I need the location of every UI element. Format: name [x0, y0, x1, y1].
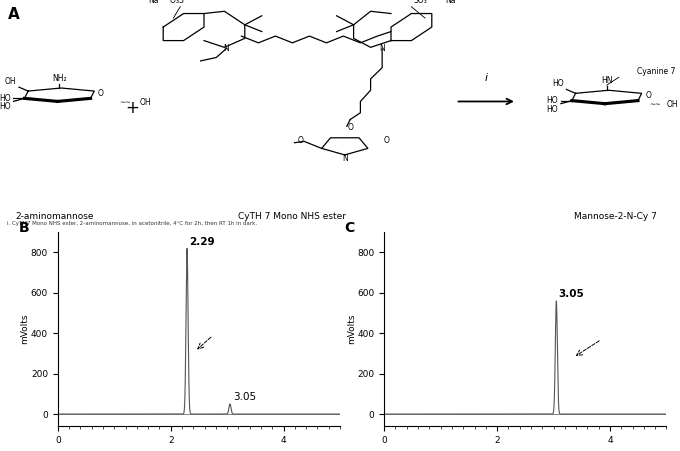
Text: Cyanine 7: Cyanine 7	[637, 67, 675, 76]
Text: N: N	[379, 44, 385, 53]
Text: SO₃⁻: SO₃⁻	[413, 0, 431, 5]
Text: C: C	[345, 221, 355, 235]
Text: A: A	[8, 7, 20, 22]
Text: HO: HO	[546, 105, 558, 114]
Text: HO: HO	[0, 94, 10, 103]
Text: O: O	[98, 89, 104, 98]
Text: OH: OH	[5, 77, 16, 86]
Text: ∼∼: ∼∼	[119, 99, 131, 105]
Text: O: O	[298, 136, 303, 145]
Text: 3.05: 3.05	[233, 392, 256, 402]
Text: ⁻O₃S: ⁻O₃S	[167, 0, 184, 5]
Text: O: O	[384, 136, 390, 145]
Text: HO: HO	[552, 79, 564, 88]
Y-axis label: mVolts: mVolts	[347, 314, 356, 345]
Text: 2.29: 2.29	[189, 237, 215, 247]
Text: O: O	[348, 123, 354, 132]
Text: Na⁺: Na⁺	[445, 0, 460, 5]
Text: CyTH 7 Mono NHS ester: CyTH 7 Mono NHS ester	[239, 212, 346, 221]
Text: HO: HO	[0, 102, 10, 111]
Text: B: B	[18, 221, 29, 235]
Text: Mannose-2-N-Cy 7: Mannose-2-N-Cy 7	[574, 212, 657, 221]
Text: O: O	[645, 92, 651, 100]
Text: 3.05: 3.05	[558, 290, 584, 299]
Text: Na⁺: Na⁺	[148, 0, 163, 5]
Text: +: +	[126, 99, 139, 117]
Text: N: N	[224, 44, 229, 53]
Text: HN: HN	[601, 76, 613, 85]
Text: 2-aminomannose: 2-aminomannose	[15, 212, 94, 221]
Text: HO: HO	[546, 96, 558, 105]
Text: i. CyTM7 Mono NHS ester, 2-aminomannose, in acetonitrile, 4°C for 2h, then RT 1h: i. CyTM7 Mono NHS ester, 2-aminomannose,…	[7, 221, 257, 226]
Text: ∼∼: ∼∼	[649, 101, 661, 107]
Text: OH: OH	[139, 97, 151, 106]
Text: N: N	[342, 155, 347, 163]
Text: OH: OH	[666, 100, 678, 109]
Y-axis label: mVolts: mVolts	[20, 314, 29, 345]
Text: i: i	[485, 74, 488, 83]
Text: NH₂: NH₂	[52, 74, 67, 83]
